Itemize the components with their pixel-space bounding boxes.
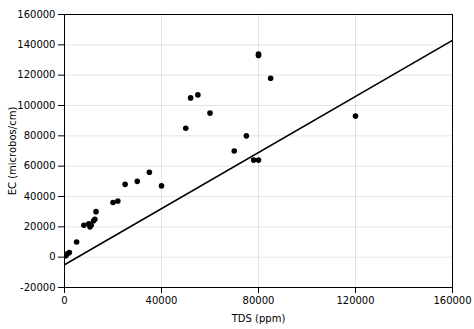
svg-text:-20000: -20000 [20,282,55,293]
svg-text:TDS (ppm): TDS (ppm) [231,313,286,324]
svg-text:0: 0 [61,295,67,306]
svg-text:60000: 60000 [24,160,56,171]
svg-text:40000: 40000 [146,295,178,306]
svg-text:40000: 40000 [24,191,56,202]
svg-text:20000: 20000 [24,221,56,232]
svg-text:160000: 160000 [17,9,55,20]
svg-text:80000: 80000 [243,295,275,306]
svg-text:160000: 160000 [433,295,471,306]
svg-text:80000: 80000 [24,130,56,141]
svg-text:140000: 140000 [17,39,55,50]
svg-text:100000: 100000 [17,100,55,111]
svg-text:120000: 120000 [336,295,374,306]
svg-text:120000: 120000 [17,69,55,80]
svg-text:0: 0 [49,251,55,262]
svg-text:EC (microbos/cm): EC (microbos/cm) [7,107,18,196]
